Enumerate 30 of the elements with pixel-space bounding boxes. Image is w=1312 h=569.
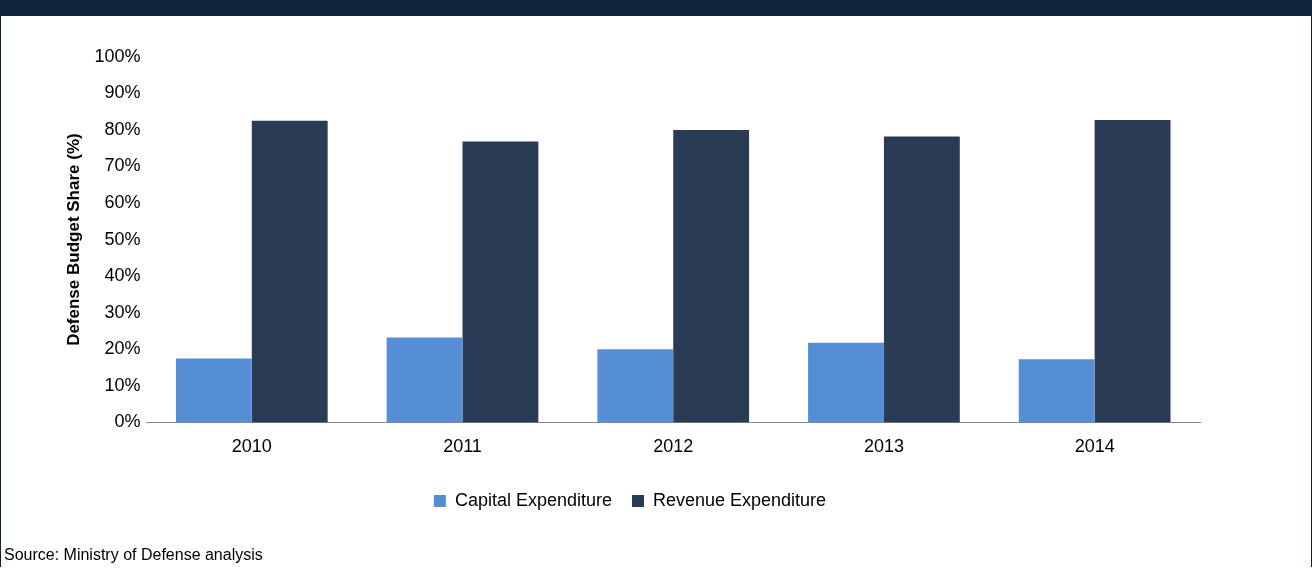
- bar: [808, 342, 884, 423]
- source-note: Source: Ministry of Defense analysis: [4, 546, 263, 564]
- x-tick-label: 2013: [863, 436, 904, 457]
- y-tick-label: 90%: [104, 82, 141, 103]
- bar: [673, 129, 750, 423]
- legend-label: Capital Expenditure: [454, 489, 612, 510]
- y-tick-label: 60%: [104, 192, 141, 213]
- x-tick-label: 2012: [653, 436, 694, 457]
- bar: [597, 349, 674, 423]
- y-tick-label: 80%: [104, 118, 141, 139]
- y-tick-label: 20%: [104, 338, 141, 359]
- bar: [386, 337, 463, 423]
- y-tick-label: 100%: [94, 45, 141, 66]
- bar: [1094, 120, 1171, 423]
- y-tick-label: 70%: [104, 155, 141, 176]
- x-tick-label: 2011: [443, 436, 482, 457]
- y-tick-label: 50%: [104, 228, 141, 249]
- y-tick-label: 0%: [114, 411, 141, 432]
- bar: [1018, 359, 1095, 423]
- y-axis-title: Defense Budget Share (%): [63, 133, 83, 346]
- legend-label: Revenue Expenditure: [652, 489, 827, 510]
- bar: [883, 136, 960, 423]
- y-tick-label: 40%: [104, 265, 141, 286]
- x-tick-label: 2014: [1074, 436, 1115, 457]
- bar: [175, 358, 252, 423]
- y-tick-label: 30%: [104, 301, 141, 322]
- bar: [462, 141, 539, 423]
- bar: [251, 120, 328, 423]
- y-tick-label: 10%: [104, 374, 141, 395]
- x-tick-label: 2010: [231, 436, 272, 457]
